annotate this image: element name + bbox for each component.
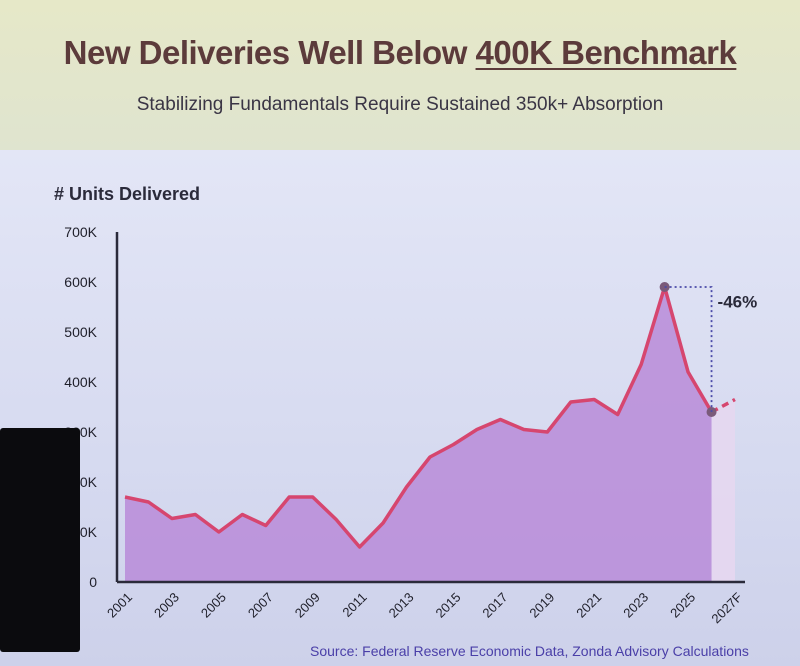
y-tick-label: 700K <box>64 224 97 240</box>
source-note: Source: Federal Reserve Economic Data, Z… <box>310 643 749 659</box>
x-tick-label: 2001 <box>104 590 135 621</box>
title-underlined: 400K Benchmark <box>475 34 737 71</box>
forecast-area <box>711 399 735 582</box>
title-main: New Deliveries Well Below <box>63 34 476 71</box>
x-tick-label: 2013 <box>386 590 417 621</box>
y-tick-label: 400K <box>64 374 97 390</box>
x-tick-label: 2027F <box>708 589 745 626</box>
deliveries-area <box>125 287 712 582</box>
y-axis-title: # Units Delivered <box>54 184 201 204</box>
y-tick-label: 0 <box>89 574 97 590</box>
foreground-obstruction <box>0 428 80 652</box>
x-tick-label: 2007 <box>245 590 276 621</box>
y-tick-label: 500K <box>64 324 97 340</box>
page-title: New Deliveries Well Below 400K Benchmark <box>0 34 800 72</box>
x-tick-label: 2025 <box>667 590 698 621</box>
x-tick-label: 2015 <box>433 590 464 621</box>
x-tick-label: 2009 <box>292 590 323 621</box>
x-tick-label: 2019 <box>526 590 557 621</box>
page-subtitle: Stabilizing Fundamentals Require Sustain… <box>136 94 664 115</box>
x-tick-label: 2021 <box>573 590 604 621</box>
deliveries-line <box>124 285 714 549</box>
drop-annotation-label: -46% <box>718 293 758 312</box>
x-tick-label: 2017 <box>479 590 510 621</box>
x-tick-label: 2003 <box>151 590 182 621</box>
x-tick-label: 2023 <box>620 590 651 621</box>
y-tick-label: 600K <box>64 274 97 290</box>
x-tick-label: 2005 <box>198 590 229 621</box>
header-band <box>0 0 800 150</box>
drop-bracket <box>664 286 713 412</box>
x-tick-label: 2011 <box>339 590 369 620</box>
